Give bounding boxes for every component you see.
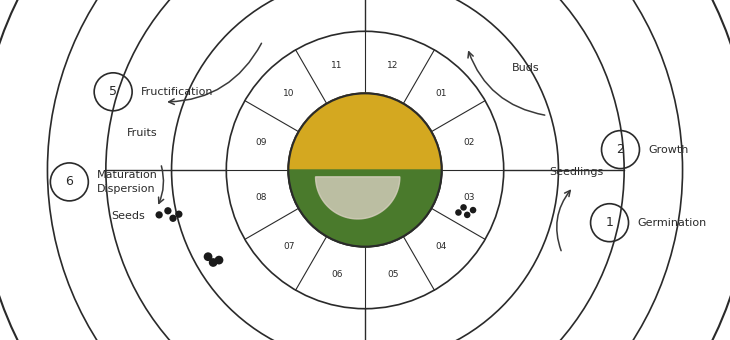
Ellipse shape	[175, 210, 182, 218]
Text: 08: 08	[255, 193, 266, 202]
Text: 12: 12	[387, 62, 399, 70]
Text: 02: 02	[464, 138, 474, 147]
Text: 11: 11	[331, 62, 343, 70]
Text: Germination: Germination	[637, 218, 707, 228]
Text: Seedlings: Seedlings	[550, 167, 604, 177]
Text: 07: 07	[283, 242, 295, 251]
Polygon shape	[288, 170, 442, 246]
Text: 6: 6	[66, 175, 73, 188]
Text: Buds: Buds	[512, 63, 539, 73]
Text: 01: 01	[435, 89, 447, 98]
Text: 03: 03	[464, 193, 474, 202]
Text: Growth: Growth	[648, 144, 688, 155]
Ellipse shape	[464, 211, 471, 218]
Ellipse shape	[209, 258, 218, 267]
Text: 10: 10	[283, 89, 295, 98]
Ellipse shape	[288, 94, 442, 246]
Polygon shape	[315, 177, 400, 219]
Ellipse shape	[470, 207, 477, 214]
Text: Fructification: Fructification	[141, 87, 213, 97]
Ellipse shape	[460, 204, 467, 211]
Text: 1: 1	[606, 216, 613, 229]
Text: Seeds: Seeds	[111, 211, 145, 221]
Text: 04: 04	[436, 242, 447, 251]
Ellipse shape	[456, 209, 462, 216]
Polygon shape	[288, 94, 442, 170]
Ellipse shape	[164, 207, 172, 215]
Text: 09: 09	[255, 138, 266, 147]
Text: 06: 06	[331, 270, 343, 278]
Ellipse shape	[169, 215, 177, 222]
Ellipse shape	[155, 211, 163, 219]
Text: Maturation
Dispersion: Maturation Dispersion	[97, 170, 158, 193]
Text: 5: 5	[110, 85, 117, 98]
Ellipse shape	[204, 252, 212, 261]
Text: Fruits: Fruits	[127, 128, 158, 138]
Ellipse shape	[215, 256, 223, 265]
Text: 2: 2	[617, 143, 624, 156]
Text: 05: 05	[387, 270, 399, 278]
